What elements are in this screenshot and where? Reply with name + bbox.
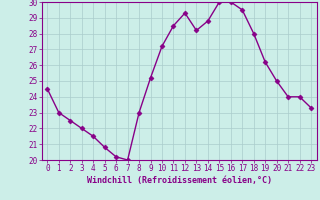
X-axis label: Windchill (Refroidissement éolien,°C): Windchill (Refroidissement éolien,°C) xyxy=(87,176,272,185)
